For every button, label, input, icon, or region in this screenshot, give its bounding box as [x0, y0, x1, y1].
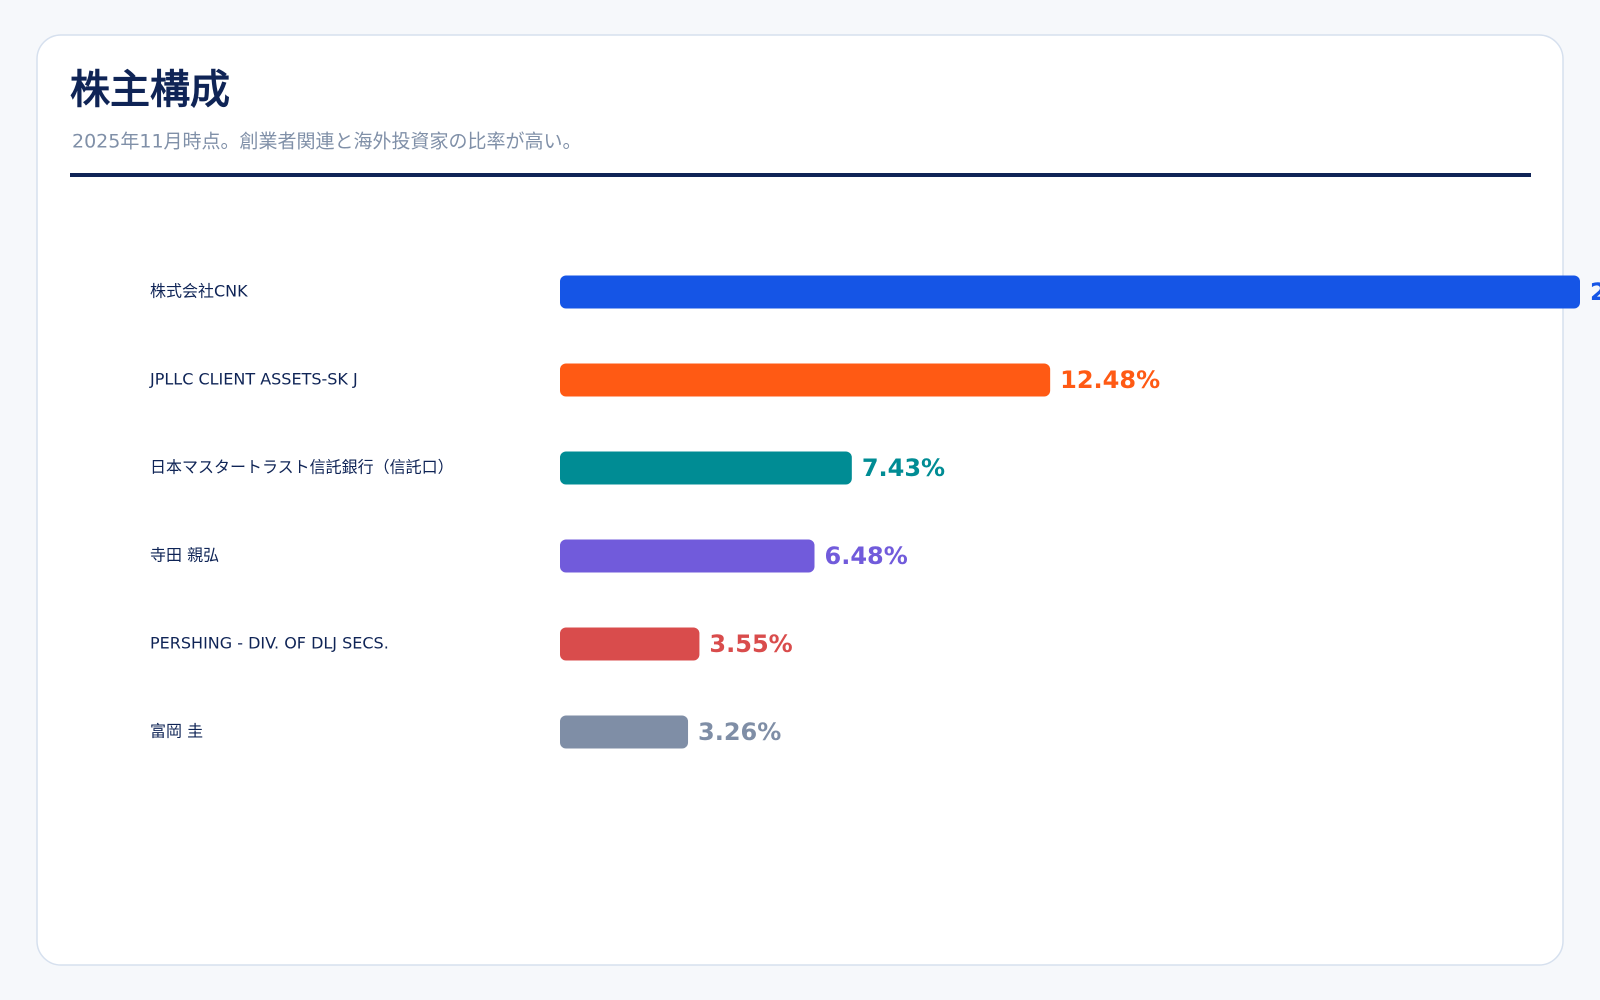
value-label: 3.55% [709, 630, 792, 658]
value-label: 25.97% [1590, 278, 1600, 306]
card [36, 34, 1564, 966]
value-label: 3.26% [698, 718, 781, 746]
category-label: PERSHING - DIV. OF DLJ SECS. [150, 634, 389, 653]
bar [560, 539, 815, 573]
bar [560, 275, 1580, 309]
category-label: 寺田 親弘 [150, 546, 219, 565]
chart-subtitle: 2025年11月時点。創業者関連と海外投資家の比率が高い。 [72, 131, 582, 153]
value-label: 12.48% [1060, 366, 1160, 394]
category-label: 株式会社CNK [150, 282, 248, 301]
value-label: 6.48% [825, 542, 908, 570]
chart-title: 株主構成 [70, 67, 230, 113]
value-label: 7.43% [862, 454, 945, 482]
bar [560, 363, 1051, 397]
category-label: JPLLC CLIENT ASSETS-SK J [149, 370, 358, 389]
bar [560, 627, 700, 661]
divider [70, 173, 1531, 177]
bar [560, 715, 689, 749]
category-label: 日本マスタートラスト信託銀行（信託口） [150, 458, 454, 477]
bar [560, 451, 852, 485]
category-label: 富岡 圭 [150, 722, 203, 741]
